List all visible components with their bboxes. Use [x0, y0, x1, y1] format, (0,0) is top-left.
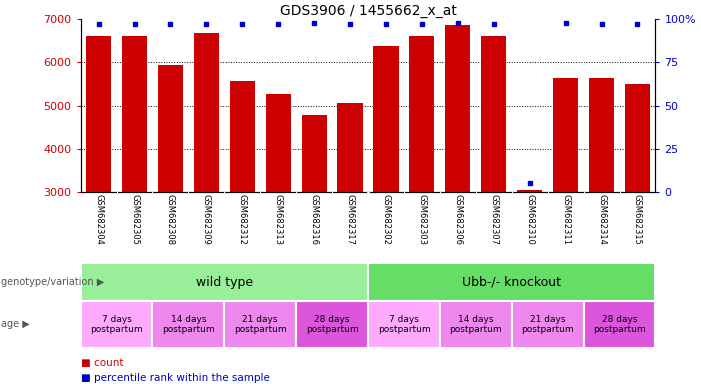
Bar — [301, 115, 327, 192]
Text: GSM682304: GSM682304 — [94, 194, 103, 245]
Text: 21 days
postpartum: 21 days postpartum — [522, 315, 574, 334]
Text: wild type: wild type — [196, 276, 253, 289]
Text: GSM682315: GSM682315 — [633, 194, 642, 245]
Bar — [481, 36, 506, 192]
Text: GSM682317: GSM682317 — [346, 194, 355, 245]
Bar — [86, 36, 111, 192]
Bar — [440, 301, 512, 348]
Text: 7 days
postpartum: 7 days postpartum — [378, 315, 430, 334]
Bar — [625, 84, 650, 192]
Bar — [337, 103, 362, 192]
Bar — [297, 301, 368, 348]
Text: 14 days
postpartum: 14 days postpartum — [449, 315, 502, 334]
Text: GSM682305: GSM682305 — [130, 194, 139, 245]
Bar — [409, 36, 435, 192]
Text: GSM682316: GSM682316 — [310, 194, 319, 245]
Text: GSM682314: GSM682314 — [597, 194, 606, 245]
Text: 21 days
postpartum: 21 days postpartum — [234, 315, 287, 334]
Bar — [224, 301, 297, 348]
Bar — [230, 81, 255, 192]
Text: GSM682313: GSM682313 — [273, 194, 283, 245]
Text: 28 days
postpartum: 28 days postpartum — [593, 315, 646, 334]
Bar — [158, 65, 183, 192]
Text: age ▶: age ▶ — [1, 319, 30, 329]
Bar — [374, 46, 399, 192]
Text: GSM682311: GSM682311 — [561, 194, 570, 245]
Bar — [266, 94, 291, 192]
Bar — [445, 25, 470, 192]
Bar — [81, 301, 153, 348]
Bar — [153, 301, 224, 348]
Text: 28 days
postpartum: 28 days postpartum — [306, 315, 358, 334]
Text: ■ percentile rank within the sample: ■ percentile rank within the sample — [81, 373, 269, 383]
Text: GSM682307: GSM682307 — [489, 194, 498, 245]
Text: GSM682310: GSM682310 — [525, 194, 534, 245]
Bar — [81, 263, 368, 301]
Text: genotype/variation ▶: genotype/variation ▶ — [1, 277, 104, 287]
Text: GSM682309: GSM682309 — [202, 194, 211, 245]
Text: 14 days
postpartum: 14 days postpartum — [162, 315, 215, 334]
Bar — [553, 78, 578, 192]
Bar — [583, 301, 655, 348]
Text: 7 days
postpartum: 7 days postpartum — [90, 315, 143, 334]
Text: GSM682312: GSM682312 — [238, 194, 247, 245]
Bar — [512, 301, 583, 348]
Text: ■ count: ■ count — [81, 358, 123, 368]
Text: GSM682306: GSM682306 — [454, 194, 463, 245]
Text: GSM682303: GSM682303 — [417, 194, 426, 245]
Text: Ubb-/- knockout: Ubb-/- knockout — [462, 276, 562, 289]
Bar — [517, 190, 543, 192]
Bar — [122, 36, 147, 192]
Bar — [193, 33, 219, 192]
Title: GDS3906 / 1455662_x_at: GDS3906 / 1455662_x_at — [280, 4, 456, 18]
Bar — [368, 301, 440, 348]
Text: GSM682308: GSM682308 — [166, 194, 175, 245]
Text: GSM682302: GSM682302 — [381, 194, 390, 245]
Bar — [368, 263, 655, 301]
Bar — [589, 78, 614, 192]
